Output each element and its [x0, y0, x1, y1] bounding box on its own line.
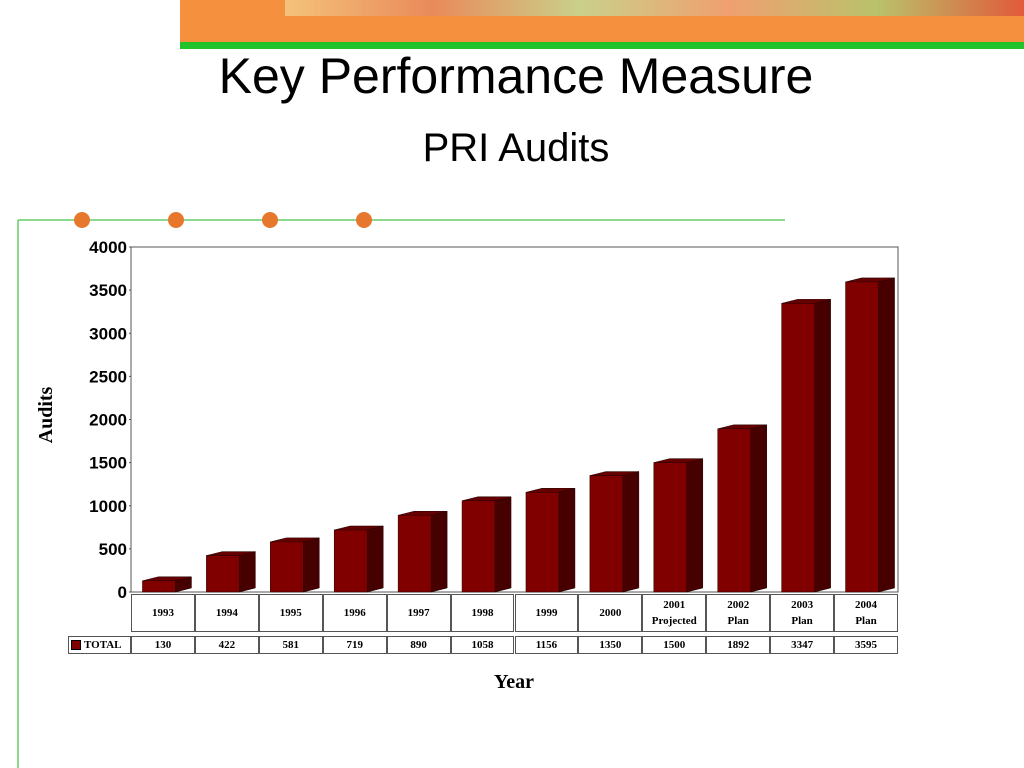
table-value: 422: [194, 636, 259, 654]
table-value: 1500: [642, 636, 707, 654]
legend-swatch: [71, 640, 81, 650]
chart-title: Key Performance Measure: [219, 48, 814, 104]
header-rule: [180, 42, 1024, 49]
y-tick-label: 4000: [89, 238, 127, 257]
bar: [781, 303, 815, 593]
bar: [397, 514, 432, 593]
table-value: 1058: [450, 636, 515, 654]
x-tick-label: 1997: [386, 594, 451, 632]
bar: [142, 580, 176, 593]
x-tick-label: 1993: [131, 594, 195, 632]
x-tick-label: 2004 Plan: [834, 594, 898, 632]
bar: [717, 428, 751, 593]
bar: [653, 462, 688, 593]
bar-side: [494, 496, 512, 593]
bar: [206, 555, 240, 593]
table-value: 581: [258, 636, 323, 654]
y-tick-label: 0: [118, 583, 127, 602]
y-tick-label: 2000: [89, 411, 127, 430]
bar-side: [558, 487, 576, 593]
bullets: [74, 212, 372, 228]
bar-side: [239, 551, 256, 593]
x-tick-label: 2001 Projected: [642, 594, 707, 632]
x-tick-label: 1998: [450, 594, 515, 632]
x-tick-label: 2000: [578, 594, 643, 632]
y-tick-label: 500: [99, 540, 127, 559]
bar-side: [878, 277, 895, 593]
legend-label: TOTAL: [84, 639, 122, 651]
y-tick-label: 3000: [89, 324, 127, 343]
table-value: 130: [131, 636, 195, 654]
y-tick-label: 1000: [89, 497, 127, 516]
table-value: 890: [386, 636, 451, 654]
bar: [333, 529, 368, 593]
x-tick-label: 1995: [258, 594, 323, 632]
header-image: [285, 0, 1024, 16]
y-axis-label: Audits: [35, 386, 57, 443]
x-axis-label: Year: [494, 671, 534, 693]
table-value: 719: [322, 636, 387, 654]
bar: [525, 492, 560, 593]
table-value: 1156: [514, 636, 579, 654]
bar-side: [303, 537, 320, 593]
table-value: 3595: [834, 636, 898, 654]
x-tick-label: 1994: [194, 594, 259, 632]
x-tick-label: 2003 Plan: [770, 594, 835, 632]
bar: [270, 541, 304, 593]
bar-side: [750, 424, 767, 593]
bar-side: [366, 525, 384, 593]
bar: [461, 500, 496, 593]
bar-side: [814, 299, 831, 593]
y-tick-label: 1500: [89, 454, 127, 473]
x-tick-label: 2002 Plan: [706, 594, 771, 632]
bar: [589, 475, 624, 593]
table-legend-cell: TOTAL: [68, 636, 131, 654]
bar-side: [686, 458, 704, 593]
bar: [845, 281, 879, 593]
chart-subtitle: PRI Audits: [423, 126, 610, 170]
bar-side: [430, 510, 448, 593]
table-value: 1892: [706, 636, 771, 654]
x-tick-label: 1996: [322, 594, 387, 632]
table-value: 3347: [770, 636, 835, 654]
table-value: 1350: [578, 636, 643, 654]
y-tick-label: 3500: [89, 281, 127, 300]
x-tick-label: 1999: [514, 594, 579, 632]
y-tick-label: 2500: [89, 367, 127, 386]
bar-side: [622, 471, 640, 593]
